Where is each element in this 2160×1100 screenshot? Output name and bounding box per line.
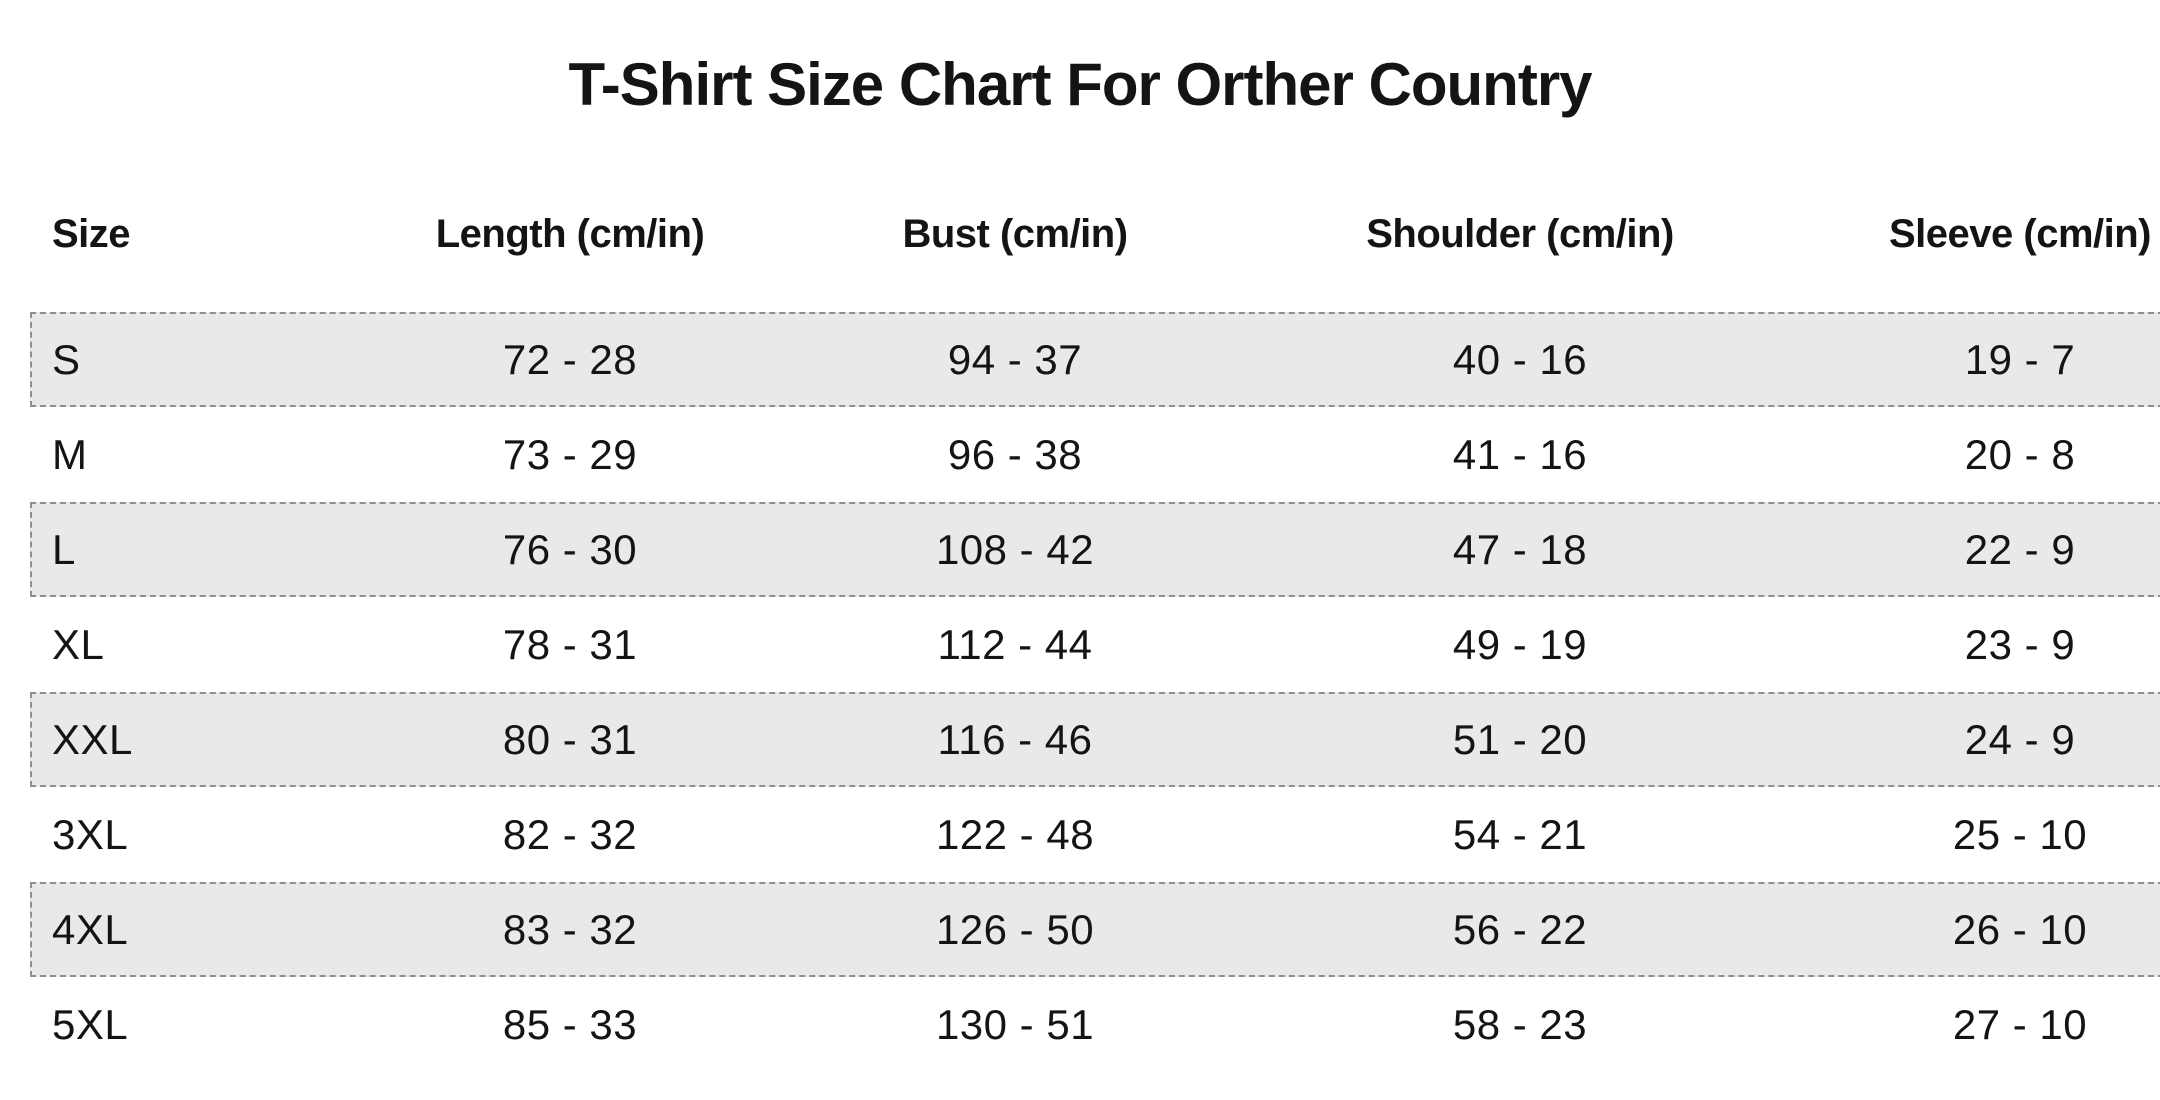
page-title: T-Shirt Size Chart For Orther Country [568,51,1592,118]
header-shoulder: Shoulder (cm/in) [1366,211,1674,256]
cell-bust: 126 - 50 [935,905,1095,953]
cell-sleeve: 20 - 8 [1964,430,2076,478]
table-body: S 72 - 28 94 - 37 40 - 16 19 - 7 M 73 - … [0,312,2160,1072]
cell-shoulder: 47 - 18 [1452,525,1588,573]
cell-shoulder: 54 - 21 [1452,810,1588,858]
table-row: 4XL 83 - 32 126 - 50 56 - 22 26 - 10 [0,882,2160,977]
cell-bust: 94 - 37 [947,335,1083,383]
cell-sleeve: 25 - 10 [1952,810,2088,858]
cell-length: 82 - 32 [502,810,638,858]
cell-bust: 130 - 51 [935,1000,1095,1048]
cell-size: XL [52,620,105,668]
header-sleeve: Sleeve (cm/in) [1888,211,2152,256]
cell-length: 80 - 31 [502,715,638,763]
table-row: XXL 80 - 31 116 - 46 51 - 20 24 - 9 [0,692,2160,787]
cell-size: 4XL [52,905,129,953]
header-size: Size [52,211,131,256]
cell-sleeve: 22 - 9 [1964,525,2076,573]
table-row: S 72 - 28 94 - 37 40 - 16 19 - 7 [0,312,2160,407]
cell-bust: 112 - 44 [937,620,1093,668]
cell-size: S [52,335,81,383]
header-bust: Bust (cm/in) [902,211,1128,256]
cell-shoulder: 41 - 16 [1452,430,1588,478]
cell-size: 5XL [52,1000,129,1048]
cell-shoulder: 56 - 22 [1452,905,1588,953]
cell-bust: 122 - 48 [935,810,1095,858]
table-header: Size Length (cm/in) Bust (cm/in) Shoulde… [0,202,2160,266]
cell-shoulder: 58 - 23 [1452,1000,1588,1048]
cell-length: 85 - 33 [502,1000,638,1048]
cell-size: XXL [52,715,133,763]
cell-length: 83 - 32 [502,905,638,953]
cell-size: L [52,525,76,573]
cell-bust: 108 - 42 [935,525,1095,573]
table-row: XL 78 - 31 112 - 44 49 - 19 23 - 9 [0,597,2160,692]
header-length: Length (cm/in) [435,211,705,256]
cell-shoulder: 40 - 16 [1452,335,1588,383]
table-row: L 76 - 30 108 - 42 47 - 18 22 - 9 [0,502,2160,597]
cell-sleeve: 24 - 9 [1964,715,2076,763]
cell-length: 78 - 31 [502,620,638,668]
cell-sleeve: 26 - 10 [1952,905,2088,953]
cell-length: 72 - 28 [502,335,638,383]
cell-size: 3XL [52,810,129,858]
cell-length: 73 - 29 [502,430,638,478]
cell-bust: 116 - 46 [937,715,1093,763]
cell-shoulder: 49 - 19 [1452,620,1588,668]
cell-size: M [52,430,88,478]
cell-length: 76 - 30 [502,525,638,573]
cell-sleeve: 19 - 7 [1964,335,2076,383]
table-row: M 73 - 29 96 - 38 41 - 16 20 - 8 [0,407,2160,502]
cell-bust: 96 - 38 [947,430,1083,478]
table-row: 5XL 85 - 33 130 - 51 58 - 23 27 - 10 [0,977,2160,1072]
cell-sleeve: 23 - 9 [1964,620,2076,668]
table-row: 3XL 82 - 32 122 - 48 54 - 21 25 - 10 [0,787,2160,882]
cell-shoulder: 51 - 20 [1452,715,1588,763]
cell-sleeve: 27 - 10 [1952,1000,2088,1048]
